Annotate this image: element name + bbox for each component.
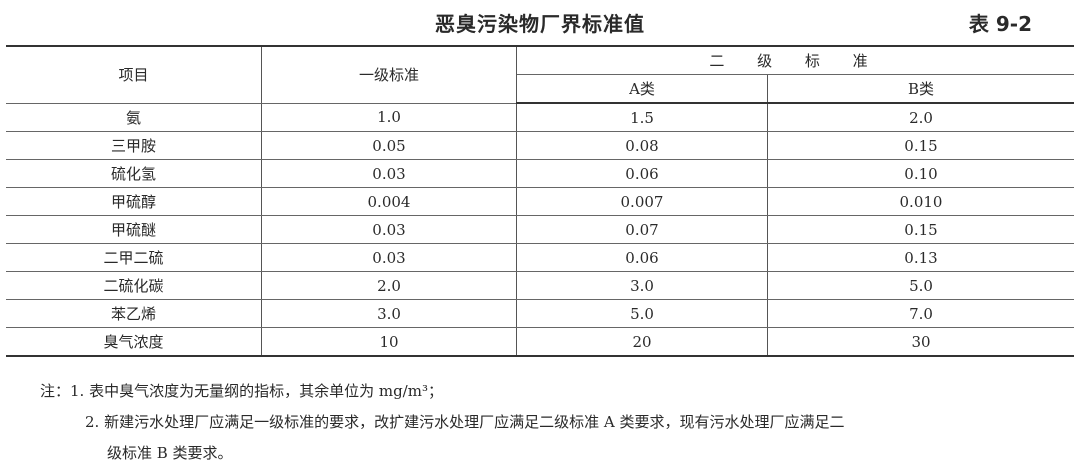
cell-class-a: 0.06 xyxy=(516,159,768,188)
cell-item: 氨 xyxy=(6,103,262,132)
table-title: 恶臭污染物厂界标准值 xyxy=(435,12,645,36)
cell-class-b: 2.0 xyxy=(767,103,1074,132)
header-class-a: A类 xyxy=(516,74,768,104)
cell-class-a: 0.08 xyxy=(516,131,768,160)
cell-grade1: 0.03 xyxy=(261,159,517,188)
note-2: 2. 新建污水处理厂应满足一级标准的要求，改扩建污水处理厂应满足二级标准 A 类… xyxy=(85,413,845,431)
cell-class-b: 0.13 xyxy=(767,243,1074,272)
table-row: 氨 1.0 1.5 2.0 xyxy=(6,103,1074,132)
cell-class-b: 0.010 xyxy=(767,187,1074,216)
cell-item: 苯乙烯 xyxy=(6,299,262,328)
table-row: 三甲胺 0.05 0.08 0.15 xyxy=(6,131,1074,160)
cell-item: 臭气浓度 xyxy=(6,327,262,357)
cell-grade1: 0.05 xyxy=(261,131,517,160)
table-row: 二硫化碳 2.0 3.0 5.0 xyxy=(6,271,1074,300)
cell-item: 硫化氢 xyxy=(6,159,262,188)
cell-item: 二甲二硫 xyxy=(6,243,262,272)
cell-class-a: 0.007 xyxy=(516,187,768,216)
table-row: 硫化氢 0.03 0.06 0.10 xyxy=(6,159,1074,188)
cell-class-b: 5.0 xyxy=(767,271,1074,300)
cell-class-a: 0.06 xyxy=(516,243,768,272)
cell-class-b: 0.15 xyxy=(767,215,1074,244)
standards-table: 项目 一级标准 二 级 标 准 A类 B类 氨 1.0 1.5 2.0 三甲胺 0.05 0… xyxy=(6,45,1074,357)
header-grade2: 二 级 标 准 xyxy=(516,46,1074,75)
table-number: 表 9-2 xyxy=(968,12,1032,36)
table-row: 苯乙烯 3.0 5.0 7.0 xyxy=(6,299,1074,328)
cell-class-b: 30 xyxy=(767,327,1074,357)
cell-class-a: 5.0 xyxy=(516,299,768,328)
cell-class-b: 0.10 xyxy=(767,159,1074,188)
table-row: 甲硫醇 0.004 0.007 0.010 xyxy=(6,187,1074,216)
cell-class-b: 7.0 xyxy=(767,299,1074,328)
cell-grade1: 2.0 xyxy=(261,271,517,300)
cell-grade1: 0.004 xyxy=(261,187,517,216)
cell-item: 甲硫醚 xyxy=(6,215,262,244)
cell-grade1: 3.0 xyxy=(261,299,517,328)
header-class-b: B类 xyxy=(767,74,1074,104)
notes: 注：1. 表中臭气浓度为无量纲的指标，其余单位为 mg/m³； 2. 新建污水处… xyxy=(40,376,844,469)
note-1: 注：1. 表中臭气浓度为无量纲的指标，其余单位为 mg/m³； xyxy=(40,382,443,400)
cell-item: 二硫化碳 xyxy=(6,271,262,300)
cell-class-a: 20 xyxy=(516,327,768,357)
cell-grade1: 0.03 xyxy=(261,215,517,244)
cell-class-a: 3.0 xyxy=(516,271,768,300)
cell-item: 三甲胺 xyxy=(6,131,262,160)
header-item: 项目 xyxy=(6,46,262,104)
cell-grade1: 0.03 xyxy=(261,243,517,272)
cell-class-b: 0.15 xyxy=(767,131,1074,160)
cell-grade1: 10 xyxy=(261,327,517,357)
note-2-cont: 级标准 B 类要求。 xyxy=(107,444,233,462)
cell-class-a: 1.5 xyxy=(516,103,768,132)
table-row: 二甲二硫 0.03 0.06 0.13 xyxy=(6,243,1074,272)
table-row: 甲硫醚 0.03 0.07 0.15 xyxy=(6,215,1074,244)
cell-item: 甲硫醇 xyxy=(6,187,262,216)
header-grade1: 一级标准 xyxy=(261,46,517,104)
table-row: 臭气浓度 10 20 30 xyxy=(6,327,1074,357)
cell-class-a: 0.07 xyxy=(516,215,768,244)
cell-grade1: 1.0 xyxy=(261,103,517,132)
